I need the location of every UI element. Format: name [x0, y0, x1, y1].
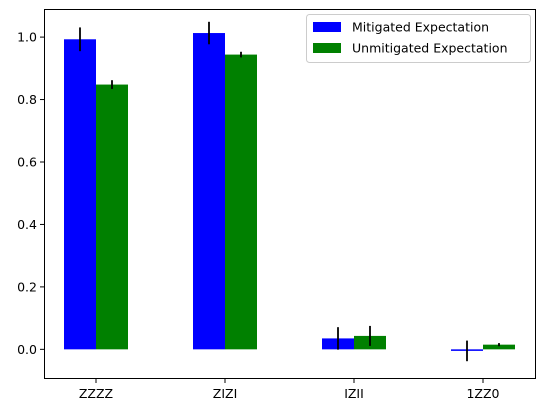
y-tick-label: 0.0	[17, 342, 37, 357]
bar-unmitigated-1zz0	[483, 344, 515, 350]
bars-layer	[64, 33, 515, 351]
x-tick-label: ZIZI	[213, 386, 238, 401]
y-tick-label: 0.2	[17, 279, 37, 294]
y-tick-label: 0.6	[17, 154, 37, 169]
x-axis: ZZZZ ZIZI IZII 1ZZ0	[79, 379, 500, 401]
bar-unmitigated-zizi	[225, 54, 257, 350]
axes-frame	[44, 9, 536, 379]
legend-swatch-unmitigated	[313, 43, 341, 53]
legend: Mitigated Expectation Unmitigated Expecta…	[306, 14, 531, 63]
bar-mitigated-zizi	[193, 33, 225, 350]
y-tick-label: 0.8	[17, 92, 37, 107]
legend-swatch-mitigated	[313, 22, 341, 32]
error-bars-layer	[79, 21, 500, 362]
x-tick-label: ZZZZ	[79, 386, 113, 401]
legend-frame	[306, 14, 531, 63]
x-tick-label: IZII	[344, 386, 364, 401]
bar-mitigated-zzzz	[64, 39, 96, 350]
legend-label-unmitigated: Unmitigated Expectation	[352, 41, 508, 56]
y-axis: 0.0 0.2 0.4 0.6 0.8 1.0	[17, 30, 44, 357]
legend-label-mitigated: Mitigated Expectation	[352, 20, 489, 35]
y-tick-label: 1.0	[17, 30, 37, 45]
y-tick-label: 0.4	[17, 217, 37, 232]
x-tick-label: 1ZZ0	[466, 386, 499, 401]
bar-unmitigated-zzzz	[96, 84, 128, 350]
